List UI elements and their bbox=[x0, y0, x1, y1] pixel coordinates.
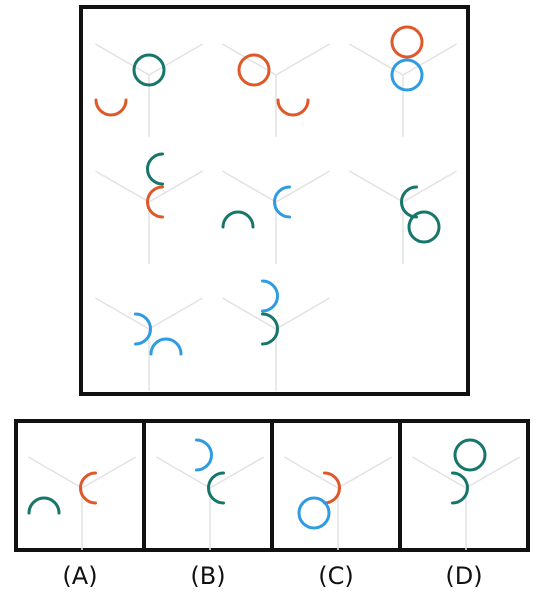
guide-line bbox=[348, 170, 404, 203]
blue-arc-left bbox=[261, 279, 279, 313]
puzzle-cell-r1c2 bbox=[221, 43, 331, 137]
guide-line bbox=[81, 456, 137, 489]
option-b-label[interactable]: (B) bbox=[190, 562, 226, 590]
option-d[interactable] bbox=[411, 438, 521, 550]
answer-options bbox=[27, 438, 521, 550]
blue-circle bbox=[390, 58, 424, 92]
orange-arc-left bbox=[323, 471, 341, 505]
option-a[interactable] bbox=[27, 456, 137, 550]
guide-lines bbox=[411, 456, 521, 550]
blue-arc-down bbox=[149, 337, 183, 356]
puzzle-cell-r1c1 bbox=[94, 43, 204, 137]
teal-arc-right bbox=[400, 185, 418, 219]
guide-line bbox=[148, 297, 204, 330]
guide-line bbox=[94, 170, 150, 203]
teal-arc-left bbox=[261, 312, 279, 346]
guide-lines bbox=[221, 297, 331, 391]
guide-line bbox=[275, 43, 331, 76]
blue-arc-right bbox=[273, 185, 291, 219]
puzzle-cell-r3c2 bbox=[221, 279, 331, 391]
guide-line bbox=[221, 297, 277, 330]
puzzle-grid bbox=[94, 25, 458, 391]
puzzle-cell-r1c3 bbox=[348, 25, 458, 137]
blue-arc-left bbox=[195, 438, 213, 472]
guide-line bbox=[465, 456, 521, 489]
orange-arc-up bbox=[276, 98, 310, 117]
puzzle-cell-r2c3 bbox=[348, 170, 458, 264]
guide-line bbox=[275, 297, 331, 330]
guide-lines bbox=[283, 456, 393, 550]
guide-line bbox=[94, 297, 150, 330]
guide-line bbox=[221, 43, 277, 76]
guide-lines bbox=[221, 170, 331, 264]
puzzle-frame bbox=[79, 5, 470, 396]
guide-lines bbox=[348, 170, 458, 264]
guide-line bbox=[94, 43, 150, 76]
guide-line bbox=[411, 456, 467, 489]
guide-line bbox=[283, 456, 339, 489]
guide-line bbox=[209, 456, 265, 489]
puzzle-cell-r2c2 bbox=[221, 170, 331, 264]
guide-lines bbox=[155, 456, 265, 550]
puzzle-cell-r2c1 bbox=[94, 152, 204, 264]
orange-arc-up bbox=[94, 98, 128, 117]
guide-lines bbox=[94, 297, 204, 391]
guide-line bbox=[402, 43, 458, 76]
guide-lines bbox=[94, 170, 204, 264]
guide-line bbox=[155, 456, 211, 489]
teal-circle bbox=[407, 210, 441, 244]
option-a-label[interactable]: (A) bbox=[62, 562, 98, 590]
guide-line bbox=[337, 456, 393, 489]
guide-line bbox=[148, 170, 204, 203]
puzzle-cell-r3c1 bbox=[94, 297, 204, 391]
guide-line bbox=[148, 43, 204, 76]
orange-circle bbox=[390, 25, 424, 59]
teal-circle bbox=[132, 53, 166, 87]
option-b[interactable] bbox=[155, 438, 265, 550]
blue-circle bbox=[297, 496, 331, 530]
teal-arc-down bbox=[27, 496, 61, 515]
guide-lines bbox=[221, 43, 331, 137]
guide-line bbox=[275, 170, 331, 203]
orange-arc-right bbox=[79, 471, 97, 505]
option-c[interactable] bbox=[283, 456, 393, 550]
blue-arc-left bbox=[134, 312, 152, 346]
guide-lines bbox=[27, 456, 137, 550]
guide-line bbox=[221, 170, 277, 203]
option-d-label[interactable]: (D) bbox=[445, 562, 483, 590]
teal-arc-right bbox=[146, 152, 164, 186]
orange-arc-right bbox=[146, 185, 164, 219]
guide-line bbox=[27, 456, 83, 489]
teal-circle bbox=[453, 438, 487, 472]
guide-lines bbox=[94, 43, 204, 137]
teal-arc-down bbox=[221, 210, 255, 229]
teal-arc-left bbox=[451, 471, 469, 505]
guide-line bbox=[402, 170, 458, 203]
orange-circle bbox=[237, 53, 271, 87]
teal-arc-right bbox=[207, 471, 225, 505]
option-c-label[interactable]: (C) bbox=[318, 562, 354, 590]
